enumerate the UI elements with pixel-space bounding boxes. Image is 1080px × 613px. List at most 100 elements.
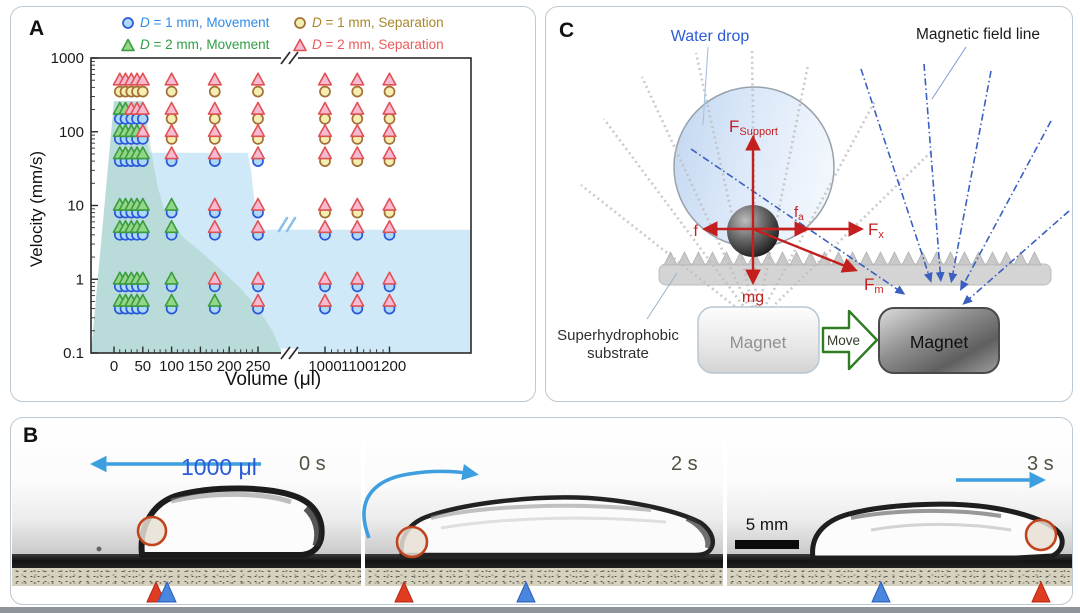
field-line-blue xyxy=(860,68,933,283)
data-point-triangle xyxy=(135,101,150,115)
time-label-3s: 3 s xyxy=(1027,453,1054,475)
substrate-spike xyxy=(915,251,930,266)
data-point-circle xyxy=(165,112,178,125)
droplet-shadow-edge xyxy=(303,505,322,548)
legend-d-symbol: D xyxy=(140,37,150,52)
force-arrows xyxy=(701,134,865,286)
data-point-triangle xyxy=(135,293,150,307)
data-point-circle xyxy=(383,85,396,98)
droplet-volume-label: 1000 μl xyxy=(181,454,257,480)
field-line-blue xyxy=(948,70,992,284)
drop-position-marker xyxy=(516,580,536,603)
magnet-box-initial xyxy=(697,306,820,374)
scale-bar-label: 5 mm xyxy=(746,515,789,534)
data-point-triangle xyxy=(250,293,266,307)
panel-a-card: A D = 1 mm, Movement D = 1 mm, Separatio… xyxy=(10,6,536,402)
force-diagram: Water drop Magnetic field line FSupport … xyxy=(557,26,1070,374)
data-point-circle xyxy=(252,112,264,125)
force-label-gravity: mg xyxy=(742,289,764,306)
x-tick-label: 50 xyxy=(134,358,151,375)
force-arrow xyxy=(752,227,858,273)
data-point-circle xyxy=(319,112,331,125)
data-point-triangle xyxy=(135,271,150,285)
region-break-icon xyxy=(285,216,297,233)
data-point-triangle xyxy=(207,146,222,160)
substrate-spike xyxy=(985,251,1000,266)
x-tick-label: 1200 xyxy=(373,358,406,375)
substrate-spike xyxy=(943,251,958,266)
magnet-label-moved: Magnet xyxy=(910,332,969,352)
data-point-circle xyxy=(351,112,364,125)
data-point-triangle xyxy=(350,197,365,211)
data-point-triangle xyxy=(250,271,266,285)
y-tick-label: 0.1 xyxy=(63,345,84,362)
photo-frame-2s xyxy=(365,420,723,586)
motion-blur-streak xyxy=(430,503,652,520)
data-point-triangle xyxy=(164,197,179,211)
legend-item-d1-separation: D = 1 mm, Separation xyxy=(293,15,444,30)
substrate-leader-line xyxy=(646,272,678,320)
droplet-fold xyxy=(870,522,1012,532)
data-point-circle xyxy=(319,85,331,98)
substrate-bar xyxy=(658,263,1052,286)
speckle-layer xyxy=(727,568,1072,586)
field-line-gray xyxy=(640,76,758,324)
data-point-triangle xyxy=(317,124,333,138)
axis-break-icon xyxy=(288,51,299,65)
data-point-triangle xyxy=(135,72,150,86)
data-point-triangle xyxy=(350,271,365,285)
field-line-gray xyxy=(754,64,810,324)
data-point-triangle xyxy=(317,219,333,234)
y-tick-label: 1 xyxy=(76,271,84,288)
drop-position-marker xyxy=(871,580,891,603)
x-tick-label: 150 xyxy=(188,358,213,375)
field-line-blue xyxy=(960,120,1052,291)
panel-b-label: B xyxy=(23,424,39,447)
data-point-triangle xyxy=(250,219,266,234)
data-point-triangle xyxy=(250,101,266,115)
data-point-triangle xyxy=(164,293,179,307)
force-label-fx: Fx xyxy=(868,220,884,241)
data-point-triangle xyxy=(164,219,179,234)
move-label: Move xyxy=(827,333,860,348)
x-tick-label: 250 xyxy=(245,358,270,375)
data-point-triangle xyxy=(350,293,365,307)
circle-marker-icon xyxy=(122,16,134,29)
data-point-triangle xyxy=(350,72,365,86)
data-point-triangle xyxy=(207,271,222,285)
substrate-spike xyxy=(901,251,916,266)
field-line-blue xyxy=(962,210,1070,305)
data-point-triangle xyxy=(164,101,179,115)
data-point-triangle xyxy=(250,146,266,160)
y-tick-label: 100 xyxy=(59,124,84,141)
droplet-0s xyxy=(138,485,325,558)
legend-label: = 2 mm, Movement xyxy=(149,37,270,52)
move-arrow-icon xyxy=(821,309,879,371)
data-point-triangle xyxy=(317,146,333,160)
bead-highlight-circle xyxy=(395,525,429,559)
x-axis-label: Volume (μl) xyxy=(224,369,322,390)
data-point-triangle xyxy=(382,271,397,285)
panel-c-label: C xyxy=(559,19,575,42)
y-axis-label: Velocity (mm/s) xyxy=(27,150,46,268)
data-point-triangle xyxy=(207,197,222,211)
data-point-triangle xyxy=(382,72,397,86)
bottom-edge-strip xyxy=(0,607,1080,613)
data-point-circle xyxy=(208,85,221,98)
axis-break-icon xyxy=(280,346,291,360)
panel-a-label: A xyxy=(29,17,45,40)
panel-c-card: C Water drop Magne xyxy=(545,6,1073,402)
time-label-2s: 2 s xyxy=(671,453,698,475)
field-line-label: Magnetic field line xyxy=(916,26,1040,43)
superhydrophobic-substrate xyxy=(658,251,1052,286)
substrate-spike xyxy=(775,251,790,266)
scale-bar xyxy=(735,540,799,549)
legend-item-d2-movement: D = 2 mm, Movement xyxy=(121,37,269,52)
substrate-spike xyxy=(859,251,874,266)
force-label-adhesion: fa xyxy=(794,204,804,223)
legend-label: = 2 mm, Separation xyxy=(321,37,444,52)
x-tick-label: 100 xyxy=(159,358,184,375)
substrate-spike xyxy=(1027,251,1042,266)
magnet-position-marker xyxy=(1031,580,1051,603)
